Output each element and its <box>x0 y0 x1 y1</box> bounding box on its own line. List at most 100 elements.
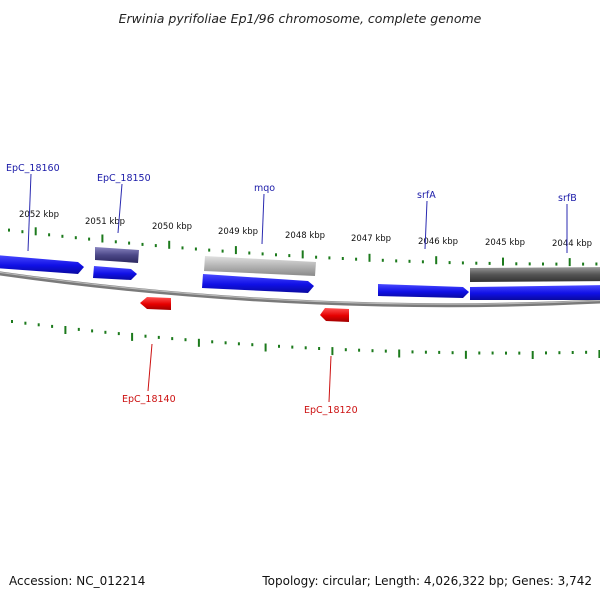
leader-epc18120 <box>328 355 332 403</box>
minor-tick <box>154 244 157 248</box>
gene-label-epc18150[interactable]: EpC_18150 <box>97 173 151 184</box>
minor-tick <box>77 327 80 331</box>
minor-tick <box>88 237 91 241</box>
kbp-label: 2049 kbp <box>218 227 258 237</box>
gene-arrow-epc18120[interactable] <box>320 308 349 322</box>
minor-tick <box>528 262 531 266</box>
minor-tick <box>48 233 51 237</box>
major-tick <box>34 227 37 236</box>
gene-label-epc18160[interactable]: EpC_18160 <box>6 163 60 174</box>
minor-tick <box>261 252 264 256</box>
gene-labels: EpC_18160 EpC_18150 mqo srfA srfB EpC_18… <box>6 163 577 416</box>
kbp-label: 2048 kbp <box>285 231 325 241</box>
minor-tick <box>288 254 291 258</box>
leader-mqo <box>261 193 265 245</box>
major-tick <box>531 351 534 359</box>
gene-arrow-mqo[interactable] <box>202 274 314 293</box>
minor-tick <box>315 255 318 259</box>
minor-tick <box>24 321 27 325</box>
leader-epc18140 <box>147 343 153 392</box>
minor-tick <box>384 349 387 353</box>
minor-tick <box>478 351 481 355</box>
minor-tick <box>408 259 411 263</box>
kbp-label: 2051 kbp <box>85 217 125 227</box>
minor-tick <box>488 261 491 265</box>
minor-tick <box>542 262 544 266</box>
gene-label-srfa[interactable]: srfA <box>417 190 436 201</box>
major-tick <box>168 240 171 249</box>
minor-tick <box>475 261 478 265</box>
minor-tick <box>451 351 454 355</box>
minor-tick <box>585 350 588 354</box>
minor-tick <box>395 259 398 263</box>
feature-block-srfb[interactable] <box>470 267 600 282</box>
major-tick <box>234 246 237 255</box>
minor-tick <box>411 350 414 354</box>
gene-label-mqo[interactable]: mqo <box>254 183 275 194</box>
minor-tick <box>518 351 521 355</box>
minor-tick <box>208 248 211 252</box>
minor-tick <box>157 335 160 339</box>
major-tick <box>464 350 467 359</box>
minor-tick <box>141 242 144 246</box>
gene-arrow-srfb[interactable] <box>470 285 600 300</box>
minor-tick <box>237 342 240 346</box>
minor-tick <box>582 262 585 266</box>
major-tick <box>131 332 134 341</box>
minor-tick <box>117 332 120 336</box>
leader-epc18160 <box>27 173 32 252</box>
kbp-label: 2052 kbp <box>19 210 59 220</box>
major-tick <box>435 256 438 265</box>
inner-tick-track <box>11 320 600 359</box>
kbp-label: 2050 kbp <box>152 222 192 232</box>
genome-summary-text: Topology: circular; Length: 4,026,322 bp… <box>262 574 592 588</box>
feature-block-mqo[interactable] <box>204 256 316 276</box>
label-leaders <box>27 173 568 403</box>
major-tick <box>502 257 504 266</box>
minor-tick <box>144 334 147 338</box>
outer-tick-track <box>8 227 598 267</box>
major-tick <box>568 258 571 267</box>
minor-tick <box>555 262 558 266</box>
chromosome-backbone-highlight <box>0 271 600 305</box>
minor-tick <box>421 260 424 264</box>
minor-tick <box>491 351 494 355</box>
minor-tick <box>505 351 507 355</box>
major-tick <box>264 343 267 352</box>
minor-tick <box>424 350 427 354</box>
minor-tick <box>558 351 561 355</box>
minor-tick <box>275 253 277 257</box>
gene-arrow-epc18140[interactable] <box>140 297 171 310</box>
minor-tick <box>184 338 187 342</box>
minor-tick <box>221 249 224 253</box>
minor-tick <box>371 349 374 353</box>
minor-tick <box>91 329 94 333</box>
minor-tick <box>448 261 451 265</box>
minor-tick <box>545 351 547 355</box>
gene-arrow-srfa[interactable] <box>378 284 469 298</box>
minor-tick <box>328 256 331 260</box>
minor-tick <box>114 240 117 244</box>
gene-label-epc18120[interactable]: EpC_18120 <box>304 405 358 416</box>
reverse-strand-features <box>140 297 349 322</box>
major-tick <box>301 250 304 259</box>
gene-arrow-epc18150[interactable] <box>93 266 137 280</box>
minor-tick <box>344 348 347 352</box>
minor-tick <box>251 343 254 347</box>
gene-label-srfb[interactable]: srfB <box>558 193 577 204</box>
map-title: Erwinia pyrifoliae Ep1/96 chromosome, co… <box>119 11 482 26</box>
rna-feature-epc18150[interactable] <box>95 247 139 263</box>
minor-tick <box>461 261 464 265</box>
minor-tick <box>21 230 24 234</box>
gene-label-epc18140[interactable]: EpC_18140 <box>122 394 176 405</box>
minor-tick <box>194 247 197 251</box>
minor-tick <box>515 262 518 266</box>
gene-arrow-epc18160[interactable] <box>0 255 84 274</box>
kbp-label: 2045 kbp <box>485 238 525 248</box>
minor-tick <box>8 228 10 232</box>
leader-epc18150 <box>117 183 123 234</box>
minor-tick <box>104 330 107 334</box>
minor-tick <box>37 323 40 327</box>
chromosome-backbone <box>0 271 600 308</box>
minor-tick <box>61 234 64 238</box>
